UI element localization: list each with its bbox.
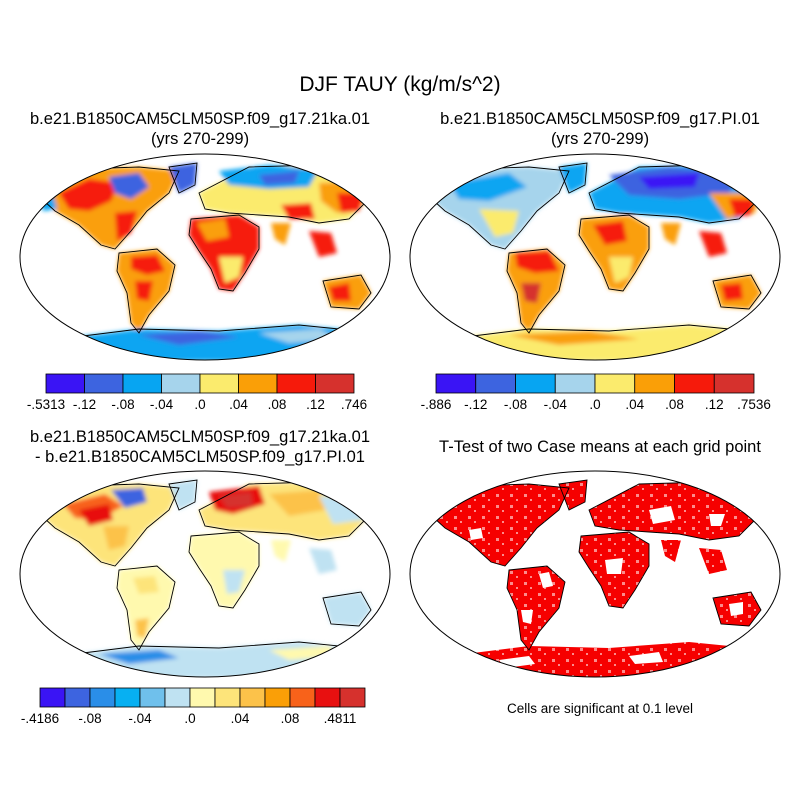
colorbar-swatch [594, 373, 636, 394]
colorbar-tick-label: -.08 [78, 711, 101, 726]
colorbar-swatch [214, 687, 241, 708]
colorbar-difference: -.4186 -.08 -.04 .0 .04 .08 .4811 [21, 687, 366, 726]
panel-2-title: b.e21.B1850CAM5CLM50SP.f09_g17.PI.01 (yr… [400, 109, 800, 149]
colorbar-tick-label: -.04 [128, 711, 152, 726]
colorbar-tick-label: .746 [341, 397, 367, 412]
colorbar-tick-label: -.5313 [27, 397, 65, 412]
panel-1-title-line2: (yrs 270-299) [150, 130, 250, 148]
colorbar-swatch [199, 373, 239, 394]
map-difference [19, 470, 391, 678]
colorbar-swatch [84, 373, 124, 394]
colorbar-swatch [64, 687, 91, 708]
panel-1-title-line1: b.e21.B1850CAM5CLM50SP.f09_g17.21ka.01 [29, 110, 371, 128]
colorbar-case-pi: -.886 -.12 -.08 -.04 .0 .04 .08 .12 .7536 [421, 373, 771, 412]
significance-note: Cells are significant at 0.1 level [506, 701, 694, 716]
colorbar-tick-label: .4811 [324, 711, 357, 726]
colorbar-swatch [114, 687, 141, 708]
colorbar-swatch [276, 373, 316, 394]
colorbar-tick-label: -.08 [111, 397, 134, 412]
colorbar-tick-label: -.04 [544, 397, 568, 412]
panel-2-title-line1: b.e21.B1850CAM5CLM50SP.f09_g17.PI.01 [440, 110, 760, 128]
figure-title: DJF TAUY (kg/m/s^2) [299, 73, 501, 96]
colorbar-swatch [315, 373, 355, 394]
colorbar-tick-label: -.12 [464, 397, 487, 412]
colorbar-tick-label: .08 [281, 711, 300, 726]
colorbar-swatch [161, 373, 201, 394]
colorbar-swatch [139, 687, 166, 708]
panel-3-title-line1: b.e21.B1850CAM5CLM50SP.f09_g17.21ka.01 [29, 428, 371, 446]
colorbar-tick-label: .12 [705, 397, 724, 412]
colorbar-swatch [45, 373, 85, 394]
map-significance [409, 470, 781, 678]
colorbar-swatch [515, 373, 556, 394]
colorbar-swatch [314, 687, 341, 708]
map-case-pi [409, 153, 781, 361]
colorbar-tick-label: -.4186 [21, 711, 59, 726]
colorbar-swatch [89, 687, 116, 708]
map-case-21ka [19, 153, 391, 361]
colorbar-tick-label: .08 [665, 397, 684, 412]
colorbar-swatch [339, 687, 366, 708]
colorbar-tick-label: -.04 [150, 397, 174, 412]
colorbar-tick-label: .04 [229, 397, 248, 412]
colorbar-swatch [264, 687, 291, 708]
colorbar-swatch [122, 373, 162, 394]
colorbar-swatch [39, 687, 66, 708]
panel-3-title-line2: - b.e21.B1850CAM5CLM50SP.f09_g17.PI.01 [35, 448, 365, 466]
panel-2-title-line2: (yrs 270-299) [550, 130, 650, 148]
colorbar-swatch [713, 373, 755, 394]
colorbar-swatch [164, 687, 191, 708]
colorbar-swatch [634, 373, 675, 394]
colorbar-swatch [189, 687, 216, 708]
colorbar-swatch [475, 373, 516, 394]
colorbar-swatch [674, 373, 715, 394]
colorbar-tick-label: .0 [184, 711, 195, 726]
panel-1-title: b.e21.B1850CAM5CLM50SP.f09_g17.21ka.01 (… [0, 109, 400, 149]
panel-4-title: T-Test of two Case means at each grid po… [400, 437, 800, 457]
colorbar-case-21ka: -.5313 -.12 -.08 -.04 .0 .04 .08 .12 .746 [27, 373, 367, 412]
colorbar-tick-label: .7536 [737, 397, 771, 412]
colorbar-tick-label: .12 [306, 397, 325, 412]
colorbar-tick-label: .0 [589, 397, 600, 412]
colorbar-swatch [435, 373, 477, 394]
colorbar-swatch [239, 687, 266, 708]
colorbar-tick-label: -.08 [504, 397, 527, 412]
colorbar-tick-label: .04 [625, 397, 644, 412]
colorbar-tick-label: -.886 [421, 397, 452, 412]
panel-3-title: b.e21.B1850CAM5CLM50SP.f09_g17.21ka.01 -… [0, 427, 400, 467]
colorbar-swatch [238, 373, 278, 394]
colorbar-tick-label: -.12 [73, 397, 96, 412]
colorbar-tick-label: .04 [231, 711, 250, 726]
colorbar-tick-label: .0 [194, 397, 205, 412]
colorbar-swatch [289, 687, 316, 708]
panel-4-title-line1: T-Test of two Case means at each grid po… [439, 438, 761, 456]
colorbar-tick-label: .08 [268, 397, 287, 412]
colorbar-swatch [554, 373, 596, 394]
